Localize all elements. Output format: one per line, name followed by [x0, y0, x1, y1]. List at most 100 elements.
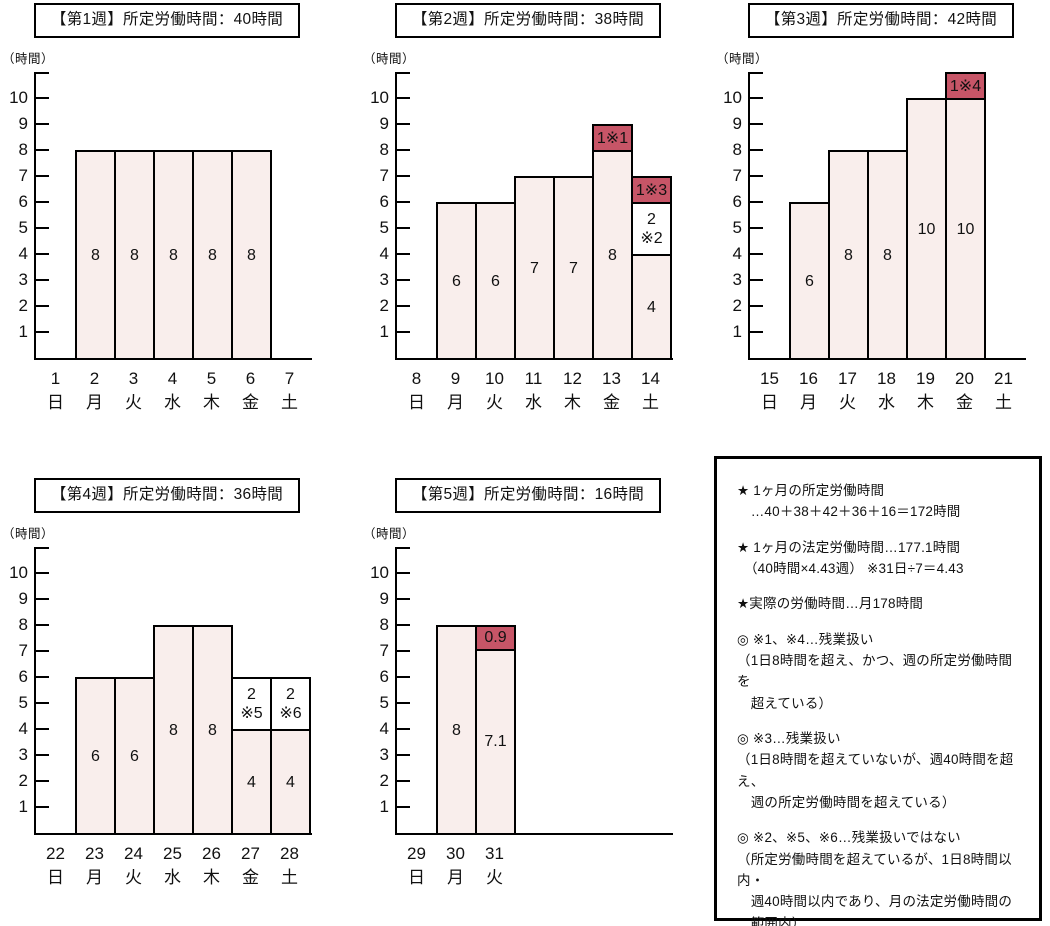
axis-tick	[750, 72, 763, 75]
axis-tick	[36, 806, 49, 809]
axis-tick-label: 3	[379, 745, 389, 765]
x-label-date: 25	[163, 844, 182, 864]
x-label-weekday: 土	[281, 393, 298, 413]
x-label-weekday: 火	[125, 868, 142, 888]
bar-segment-pink: 8	[436, 625, 477, 836]
x-label-weekday: 金	[242, 868, 259, 888]
x-axis-labels-week-2: 8 日 9 月 10 火 11 水 12 木 13 金 14 土	[397, 369, 693, 412]
axis-tick	[36, 175, 49, 178]
axis-tick	[397, 806, 410, 809]
x-label-day-25: 25 水	[153, 844, 192, 887]
x-label-day-10: 10 火	[475, 369, 514, 412]
axis-tick	[750, 331, 763, 334]
axis-tick	[750, 227, 763, 230]
bar-day-27: 2 ※5 4	[231, 677, 272, 836]
note-line: 週の所定労働時間を超えている）	[737, 794, 956, 810]
axis-tick-label: 7	[732, 166, 742, 186]
bar-segment-white: 2 ※6	[270, 677, 311, 732]
x-label-date: 28	[280, 844, 299, 864]
x-label-weekday: 水	[525, 393, 542, 413]
axis-tick-label: 9	[732, 114, 742, 134]
axis-tick-label: 4	[732, 244, 742, 264]
bar-segment-pink: 7	[553, 176, 594, 361]
x-label-date: 30	[446, 844, 465, 864]
axis-tick-label: 10	[370, 88, 389, 108]
plot-area-week-4: 1 2 3 4 5 6 7 8 9 10 6 6 8 8 2 ※5 4 2 ※6 4	[9, 547, 312, 836]
axis-tick	[750, 149, 763, 152]
axis-tick-label: 2	[18, 296, 28, 316]
x-label-weekday: 土	[642, 393, 659, 413]
x-label-date: 23	[85, 844, 104, 864]
axis-tick	[36, 547, 49, 550]
axis-tick	[397, 97, 410, 100]
note-line: 超えている）	[737, 695, 833, 711]
x-label-weekday: 月	[800, 393, 817, 413]
x-label-day-15: 15 日	[750, 369, 789, 412]
x-label-day-22: 22 日	[36, 844, 75, 887]
x-label-date: 10	[485, 369, 504, 389]
axis-tick-label: 10	[9, 88, 28, 108]
axis-tick-label: 6	[379, 192, 389, 212]
note-line: ★実際の労働時間…月178時間	[737, 596, 924, 612]
x-axis-labels-week-4: 22 日 23 月 24 火 25 水 26 木 27 金 28 土	[36, 844, 332, 887]
x-axis-labels-week-3: 15 日 16 月 17 火 18 水 19 木 20 金 21 土	[750, 369, 1046, 412]
bar-day-25: 8	[153, 625, 194, 836]
x-label-weekday: 日	[408, 393, 425, 413]
x-label-date: 7	[284, 369, 295, 389]
bar-segment-pink: 6	[75, 677, 116, 836]
axis-tick-label: 2	[732, 296, 742, 316]
axis-tick-label: 8	[732, 140, 742, 160]
bar-segment-pink: 6	[436, 202, 477, 361]
bar-segment-white: 2 ※2	[631, 202, 672, 257]
axis-tick	[397, 598, 410, 601]
axis-tick	[36, 754, 49, 757]
x-label-weekday: 水	[164, 868, 181, 888]
x-label-day-17: 17 火	[828, 369, 867, 412]
bar-segment-pink: 8	[153, 625, 194, 836]
note-paragraph-4: ◎ ※1、※4…残業扱い （1日8時間を超え、かつ、週の所定労働時間を 超えている…	[737, 629, 1025, 714]
axis-tick	[36, 572, 49, 575]
x-label-day-16: 16 月	[789, 369, 828, 412]
x-label-day-19: 19 木	[906, 369, 945, 412]
axis-tick-label: 5	[18, 218, 28, 238]
note-paragraph-1: ★ 1ヶ月の所定労働時間 …40＋38＋42＋36＋16＝172時間	[737, 480, 1025, 523]
axis-tick	[36, 305, 49, 308]
x-label-date: 26	[202, 844, 221, 864]
x-label-weekday: 火	[486, 393, 503, 413]
y-axis-unit-label: （時間）	[2, 527, 55, 542]
bar-day-2: 8	[75, 150, 116, 361]
x-label-weekday: 金	[603, 393, 620, 413]
x-label-date: 13	[602, 369, 621, 389]
note-line: ◎ ※1、※4…残業扱い	[737, 631, 874, 647]
axis-tick-label: 7	[18, 641, 28, 661]
x-label-weekday: 月	[86, 868, 103, 888]
bar-segment-pink: 4	[270, 729, 311, 836]
chart-title-week-5: 【第5週】所定労働時間：16時間	[394, 478, 662, 514]
bar-day-11: 7	[514, 176, 555, 361]
axis-tick-label: 1	[379, 322, 389, 342]
bar-day-17: 8	[828, 150, 869, 361]
note-line: 週40時間以内であり、月の法定労働時間の	[737, 894, 1013, 910]
x-label-day-26: 26 木	[192, 844, 231, 887]
chart-title-week-2: 【第2週】所定労働時間：38時間	[394, 3, 662, 39]
bar-day-9: 6	[436, 202, 477, 361]
x-label-weekday: 月	[447, 868, 464, 888]
chart-title-week-4: 【第4週】所定労働時間：36時間	[33, 478, 301, 514]
bar-day-20: 1※4 10	[945, 72, 986, 361]
axis-tick	[36, 676, 49, 679]
axis-tick	[397, 331, 410, 334]
axis-tick-label: 1	[18, 797, 28, 817]
bar-day-13: 1※1 8	[592, 124, 633, 361]
bar-segment-pink: 8	[75, 150, 116, 361]
x-label-weekday: 水	[878, 393, 895, 413]
note-line: （40時間×4.43週） ※31日÷7＝4.43	[737, 560, 964, 576]
axis-tick-label: 4	[379, 719, 389, 739]
plot-area-week-2: 1 2 3 4 5 6 7 8 9 10 6 6 7 7 1※1 8 1※3 2 ※2 4	[370, 72, 673, 361]
axis-tick	[397, 253, 410, 256]
x-label-day-14: 14 土	[631, 369, 670, 412]
bar-day-24: 6	[114, 677, 155, 836]
